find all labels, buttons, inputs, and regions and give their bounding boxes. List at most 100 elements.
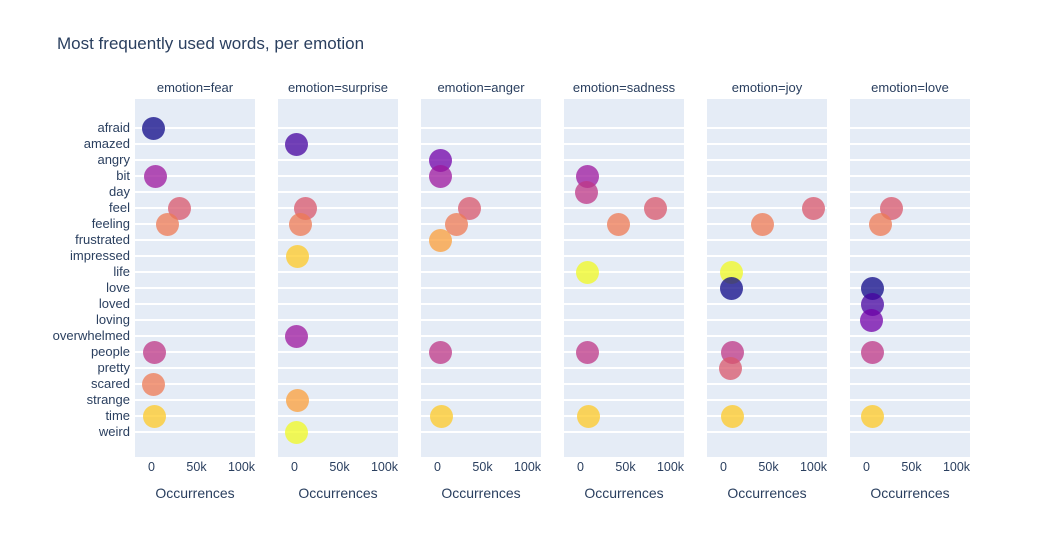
y-tick-label-angry: angry [97, 152, 130, 167]
y-tick-label-impressed: impressed [70, 248, 130, 263]
scatter-point-sadness-life[interactable] [575, 260, 599, 284]
gridline [564, 159, 684, 161]
gridline [707, 303, 827, 305]
scatter-point-fear-scared[interactable] [141, 372, 165, 396]
gridline [707, 415, 827, 417]
gridline [707, 175, 827, 177]
gridline [564, 207, 684, 209]
facet-title-surprise: emotion=surprise [287, 80, 389, 95]
y-tick-label-weird: weird [98, 424, 130, 439]
x-tick-label-fear-50k: 50k [186, 460, 207, 474]
scatter-point-fear-bit[interactable] [143, 164, 167, 188]
scatter-point-surprise-feeling[interactable] [289, 212, 313, 236]
scatter-point-love-time[interactable] [860, 404, 884, 428]
y-tick-label-feel: feel [109, 200, 130, 215]
scatter-point-joy-love[interactable] [719, 276, 743, 300]
facet-panel-fear[interactable] [135, 99, 255, 457]
scatter-point-surprise-overwhelmed[interactable] [285, 324, 309, 348]
scatter-point-anger-frustrated[interactable] [428, 228, 452, 252]
gridline [707, 239, 827, 241]
gridline [850, 335, 970, 337]
x-tick-label-joy-100k: 100k [799, 460, 828, 474]
scatter-point-sadness-feel[interactable] [643, 196, 667, 220]
gridline [564, 175, 684, 177]
y-tick-label-amazed: amazed [83, 136, 130, 151]
gridline [850, 239, 970, 241]
gridline [135, 287, 255, 289]
facet-panel-anger[interactable] [421, 99, 541, 457]
scatter-point-surprise-impressed[interactable] [285, 244, 309, 268]
scatter-point-sadness-people[interactable] [576, 340, 600, 364]
scatter-point-fear-afraid[interactable] [142, 116, 166, 140]
gridline [850, 143, 970, 145]
gridline [707, 319, 827, 321]
gridline [707, 287, 827, 289]
gridline [421, 415, 541, 417]
scatter-point-fear-feeling[interactable] [156, 212, 180, 236]
scatter-point-anger-time[interactable] [429, 404, 453, 428]
gridline [421, 159, 541, 161]
gridline [707, 335, 827, 337]
scatter-point-anger-bit[interactable] [428, 164, 452, 188]
gridline [850, 415, 970, 417]
gridline [278, 351, 398, 353]
gridline [564, 383, 684, 385]
facet-panel-sadness[interactable] [564, 99, 684, 457]
scatter-point-love-feeling[interactable] [868, 212, 892, 236]
scatter-point-joy-pretty[interactable] [719, 356, 743, 380]
scatter-point-joy-feel[interactable] [802, 196, 825, 220]
gridline [707, 143, 827, 145]
gridline [421, 383, 541, 385]
scatter-point-sadness-day[interactable] [575, 180, 599, 204]
gridline [135, 127, 255, 129]
chart-title: Most frequently used words, per emotion [57, 34, 365, 53]
scatter-point-anger-feeling[interactable] [444, 212, 468, 236]
y-tick-label-loving: loving [96, 312, 130, 327]
scatter-point-sadness-feeling[interactable] [606, 212, 630, 236]
gridline [278, 303, 398, 305]
facet-panel-joy[interactable] [707, 99, 827, 457]
y-tick-label-overwhelmed: overwhelmed [52, 328, 130, 343]
facet-panel-surprise[interactable] [278, 99, 398, 457]
gridline [135, 255, 255, 257]
gridline [850, 127, 970, 129]
scatter-point-joy-feeling[interactable] [750, 212, 774, 236]
gridline [707, 383, 827, 385]
scatter-point-fear-time[interactable] [142, 404, 166, 428]
x-tick-label-surprise-0: 0 [291, 460, 298, 474]
gridline [278, 207, 398, 209]
scatter-point-fear-feel[interactable] [167, 196, 191, 220]
gridline [135, 399, 255, 401]
x-tick-label-love-100k: 100k [942, 460, 971, 474]
scatter-point-surprise-weird[interactable] [285, 420, 309, 444]
facet-title-love: emotion=love [871, 80, 949, 95]
scatter-point-sadness-time[interactable] [576, 404, 600, 428]
y-tick-label-scared: scared [90, 376, 130, 391]
y-tick-label-life: life [113, 264, 130, 279]
x-tick-label-joy-50k: 50k [758, 460, 779, 474]
scatter-point-surprise-amazed[interactable] [285, 132, 309, 156]
scatter-point-fear-people[interactable] [142, 340, 166, 364]
gridline [564, 351, 684, 353]
scatter-point-joy-time[interactable] [721, 404, 745, 428]
gridline [278, 127, 398, 129]
scatter-point-anger-people[interactable] [428, 340, 452, 364]
gridline [707, 431, 827, 433]
x-tick-label-sadness-50k: 50k [615, 460, 636, 474]
scatter-point-love-loving[interactable] [860, 308, 884, 332]
scatter-point-anger-feel[interactable] [458, 196, 482, 220]
gridline [850, 287, 970, 289]
scatter-point-surprise-strange[interactable] [285, 388, 309, 412]
gridline [564, 303, 684, 305]
gridline [850, 319, 970, 321]
gridline [564, 415, 684, 417]
gridline [278, 415, 398, 417]
gridline [707, 367, 827, 369]
gridline [421, 319, 541, 321]
scatter-point-love-people[interactable] [860, 340, 884, 364]
gridline [135, 159, 255, 161]
y-tick-label-people: people [90, 344, 130, 359]
gridline [850, 223, 970, 225]
facet-panel-love[interactable] [850, 99, 970, 457]
y-tick-label-love: love [106, 280, 130, 295]
